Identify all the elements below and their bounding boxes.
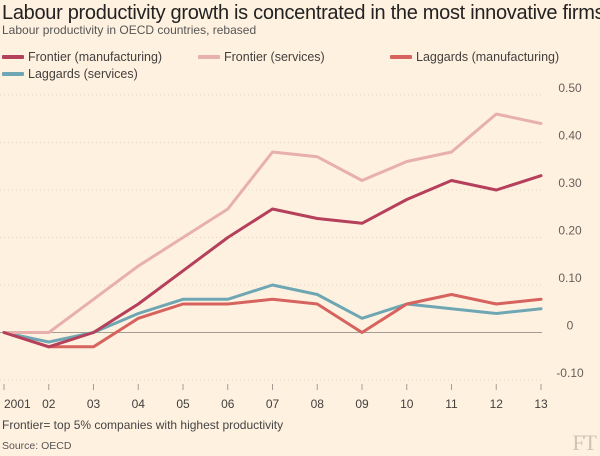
series-line-laggards-manufacturing <box>2 293 543 349</box>
x-tick-label: 13 <box>534 397 548 411</box>
series-line-frontier-services <box>2 112 543 334</box>
legend-item-frontier-manufacturing: Frontier (manufacturing) <box>2 50 162 64</box>
x-tick-label: 11 <box>445 397 458 411</box>
y-tick-label: 0.30 <box>558 176 582 190</box>
legend-swatch <box>2 72 24 76</box>
legend-label: Laggards (manufacturing) <box>416 50 560 64</box>
chart-subtitle: Labour productivity in OECD countries, r… <box>2 23 257 37</box>
x-tick-label: 09 <box>355 397 369 411</box>
legend-item-laggards-services: Laggards (services) <box>2 67 138 81</box>
legend-label: Laggards (services) <box>28 67 138 81</box>
series-line-laggards-services <box>2 283 543 344</box>
x-tick-label: 10 <box>400 397 414 411</box>
ft-logo: FT <box>572 430 597 455</box>
x-tick-label: 03 <box>87 397 101 411</box>
x-tick-label: 06 <box>221 397 235 411</box>
series-line-frontier-manufacturing <box>2 174 543 349</box>
chart-source: Source: OECD <box>2 440 72 452</box>
y-tick-label: 0 <box>567 319 574 333</box>
y-tick-label: 0.50 <box>558 81 582 95</box>
x-tick-label: 07 <box>266 397 280 411</box>
x-tick-label: 02 <box>42 397 56 411</box>
y-tick-label: 0.40 <box>558 129 582 143</box>
legend-item-laggards-manufacturing: Laggards (manufacturing) <box>390 50 559 64</box>
y-tick-label: -0.10 <box>556 366 584 380</box>
legend-swatch <box>198 55 220 59</box>
x-tick-label: 04 <box>132 397 146 411</box>
legend-label: Frontier (services) <box>224 50 325 64</box>
chart-footnote: Frontier= top 5% companies with highest … <box>2 418 284 432</box>
y-tick-label: 0.20 <box>558 224 582 238</box>
x-tick-label: 05 <box>176 397 190 411</box>
legend-swatch <box>2 55 24 59</box>
legend-swatch <box>390 55 412 59</box>
chart-title: Labour productivity growth is concentrat… <box>2 2 600 24</box>
x-tick-label: 2001 <box>4 397 31 411</box>
x-tick-label: 08 <box>311 397 325 411</box>
y-tick-label: 0.10 <box>558 271 582 285</box>
legend-item-frontier-services: Frontier (services) <box>198 50 325 64</box>
x-tick-label: 12 <box>490 397 504 411</box>
legend-label: Frontier (manufacturing) <box>28 50 163 64</box>
